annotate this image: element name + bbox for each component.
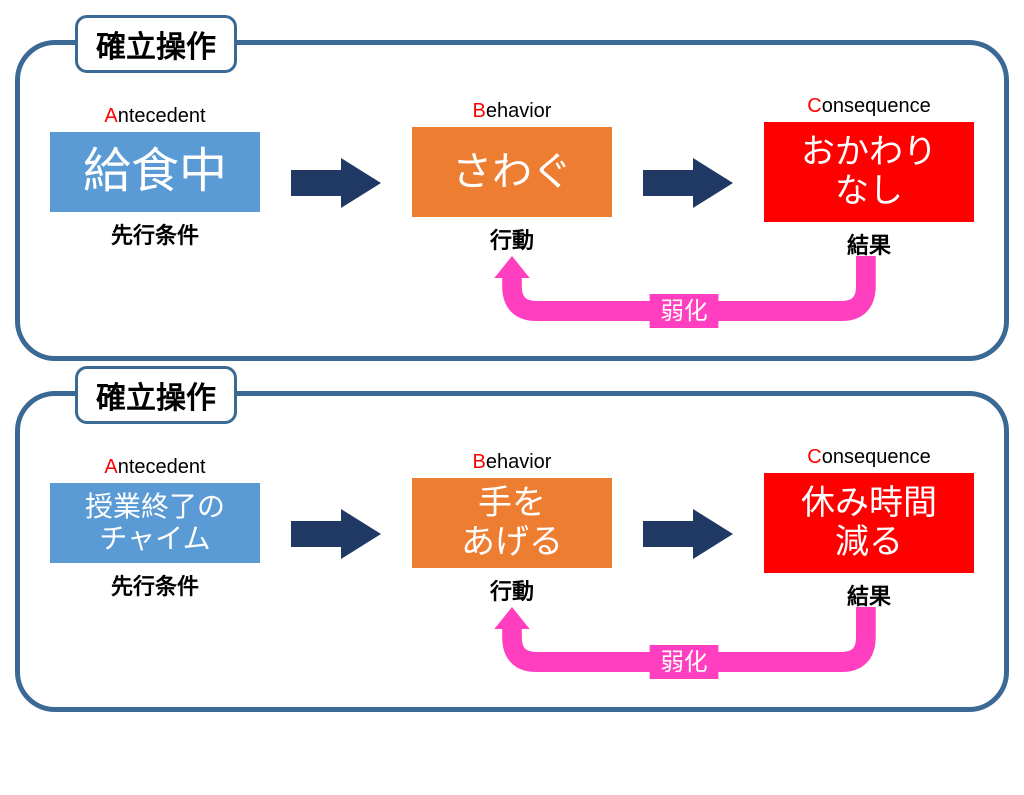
abc-box: 休み時間減る	[764, 473, 974, 573]
abc-box: 手をあげる	[412, 478, 612, 568]
panel-title: 確立操作	[75, 15, 237, 73]
consequence-cell: Consequenceおかわりなし結果	[764, 95, 974, 260]
feedback-arrow: 弱化	[50, 607, 974, 677]
abc-label: Behavior	[473, 100, 552, 123]
svg-text:弱化: 弱化	[660, 298, 707, 325]
antecedent-cell: Antecedent 給食中先行条件	[50, 105, 260, 250]
abc-box: おかわりなし	[764, 122, 974, 222]
abc-box: さわぐ	[412, 127, 612, 217]
svg-text:弱化: 弱化	[660, 649, 707, 676]
feedback-arrow: 弱化	[50, 256, 974, 326]
arrow-icon	[643, 499, 733, 559]
antecedent-cell: Antecedent 授業終了のチャイム先行条件	[50, 456, 260, 601]
abc-label: Behavior	[473, 451, 552, 474]
abc-panel: 確立操作Antecedent給食中先行条件Behaviorさわぐ行動Conseq…	[15, 40, 1009, 361]
antecedent-sublabel: 先行条件	[111, 218, 199, 250]
antecedent-sublabel: 先行条件	[111, 569, 199, 601]
abc-row: Antecedent 給食中先行条件 Behavior さわぐ行動 Consequenc…	[50, 95, 974, 260]
arrow-icon	[291, 148, 381, 208]
abc-label: Antecedent	[104, 456, 205, 479]
abc-label: Consequence	[807, 95, 930, 118]
abc-label: Antecedent	[104, 105, 205, 128]
arrow-icon	[643, 148, 733, 208]
behavior-sublabel: 行動	[490, 223, 534, 255]
behavior-sublabel: 行動	[490, 574, 534, 606]
arrow-icon	[291, 499, 381, 559]
abc-label: Consequence	[807, 446, 930, 469]
abc-row: Antecedent 授業終了のチャイム先行条件 Behavior 手をあげる行動 Co…	[50, 446, 974, 611]
abc-box: 授業終了のチャイム	[50, 483, 260, 563]
abc-box: 給食中	[50, 132, 260, 212]
consequence-cell: Consequence休み時間減る結果	[764, 446, 974, 611]
abc-panel: 確立操作Antecedent授業終了のチャイム先行条件Behavior手をあげる…	[15, 391, 1009, 712]
behavior-cell: Behavior さわぐ行動	[412, 100, 612, 255]
panel-title: 確立操作	[75, 366, 237, 424]
behavior-cell: Behavior 手をあげる行動	[412, 451, 612, 606]
